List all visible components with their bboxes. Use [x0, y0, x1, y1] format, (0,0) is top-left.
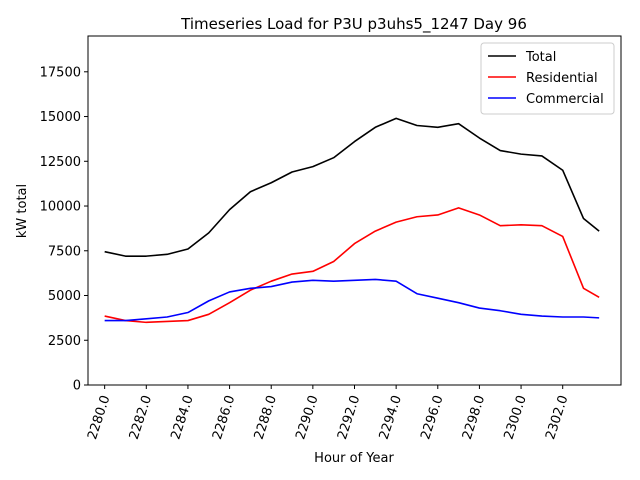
series-line-total	[104, 117, 600, 257]
y-tick-label: 7500	[48, 244, 81, 259]
legend-label-commercial: Commercial	[526, 92, 604, 107]
y-axis: 0 2500 5000 7500 10000 12500 15000 17500	[40, 65, 88, 394]
y-axis-label: kW total	[15, 184, 30, 238]
y-tick-label: 0	[73, 379, 81, 394]
legend-box	[480, 42, 615, 115]
x-axis-label: Hour of Year	[314, 451, 394, 466]
legend-label-residential: Residential	[526, 71, 598, 86]
y-tick-label: 10000	[40, 200, 81, 215]
series-line-residential	[104, 207, 600, 324]
y-tick-label: 15000	[40, 110, 81, 125]
legend: Total Residential Commercial	[480, 42, 615, 115]
chart-title: Timeseries Load for P3U p3uhs5_1247 Day …	[180, 15, 527, 34]
series-layer	[104, 117, 600, 324]
y-tick-label: 2500	[48, 334, 81, 349]
legend-label-total: Total	[525, 50, 556, 65]
series-line-commercial	[104, 278, 600, 322]
y-tick-label: 17500	[40, 65, 81, 80]
y-tick-label: 12500	[40, 155, 81, 170]
y-tick-label: 5000	[48, 289, 81, 304]
